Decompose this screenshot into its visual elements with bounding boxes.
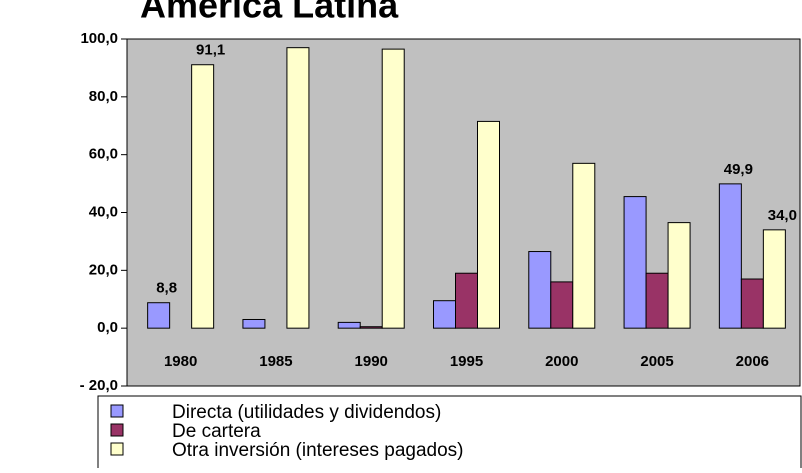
x-tick-label: 1990 xyxy=(355,353,388,370)
bar xyxy=(572,162,596,329)
x-tick-label: 2005 xyxy=(640,353,673,370)
bar xyxy=(667,222,691,329)
y-tick-label: 80,0 xyxy=(89,88,118,105)
x-tick-label: 2006 xyxy=(736,353,769,370)
bar xyxy=(381,48,405,329)
bar xyxy=(762,229,786,329)
bar xyxy=(359,326,383,329)
legend-swatch xyxy=(110,423,124,437)
x-tick-label: 1985 xyxy=(259,353,292,370)
legend-label: Directa (utilidades y dividendos) xyxy=(172,402,441,423)
legend-label: Otra inversión (intereses pagados) xyxy=(172,440,463,461)
bar xyxy=(623,196,647,329)
chart-title: América Latina xyxy=(140,0,399,26)
bar xyxy=(718,183,742,329)
plot-area xyxy=(126,38,801,387)
bar xyxy=(191,64,215,329)
y-tick-label: - 20,0 xyxy=(80,377,118,394)
x-tick-label: 1995 xyxy=(450,353,483,370)
data-label: 49,9 xyxy=(724,161,753,178)
x-tick-label: 1980 xyxy=(164,353,197,370)
bar xyxy=(433,300,456,329)
data-label: 8,8 xyxy=(156,280,177,297)
bar xyxy=(147,302,171,329)
bar xyxy=(337,321,361,329)
bar xyxy=(455,272,478,329)
x-tick-label: 2000 xyxy=(545,353,578,370)
bar xyxy=(645,272,669,329)
data-label: 91,1 xyxy=(196,42,225,59)
y-tick-label: 60,0 xyxy=(89,146,118,163)
bar xyxy=(550,281,574,329)
bar xyxy=(286,47,310,329)
legend-label: De cartera xyxy=(172,421,261,442)
y-tick-label: 20,0 xyxy=(89,261,118,278)
bar xyxy=(528,251,552,329)
data-label: 34,0 xyxy=(768,207,797,224)
legend-swatch xyxy=(110,442,124,456)
y-tick-label: 100,0 xyxy=(80,30,118,47)
bar xyxy=(242,318,266,329)
bar xyxy=(740,278,764,329)
legend-box xyxy=(97,395,802,473)
legend-swatch xyxy=(110,404,124,418)
bar xyxy=(477,120,500,329)
y-tick-label: 0,0 xyxy=(97,319,118,336)
y-tick-label: 40,0 xyxy=(89,203,118,220)
